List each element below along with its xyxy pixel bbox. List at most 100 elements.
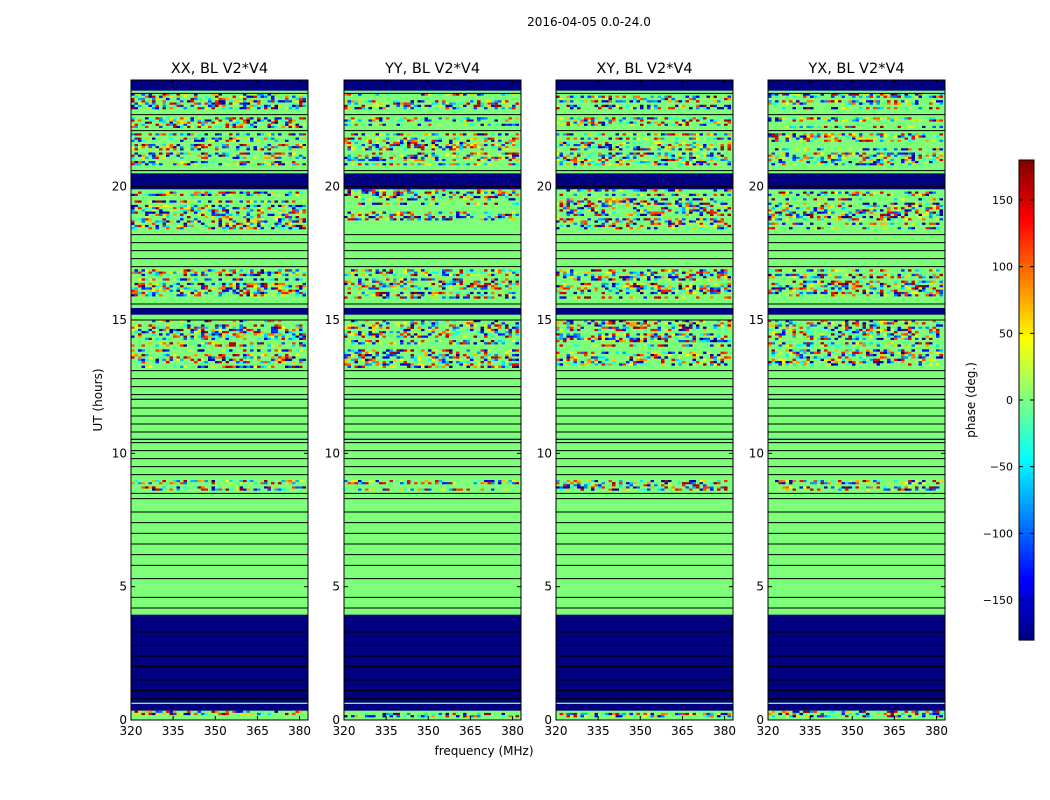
noise-cell [354, 156, 358, 159]
noise-cell [480, 148, 484, 151]
noise-cell [438, 361, 442, 364]
noise-cell [442, 285, 446, 288]
noise-cell [407, 488, 411, 491]
noise-cell [288, 121, 292, 124]
noise-cell [292, 104, 296, 108]
noise-cell [559, 296, 563, 299]
noise-cell [640, 363, 644, 366]
noise-cell [573, 285, 577, 288]
noise-cell [650, 715, 654, 718]
noise-cell [566, 326, 570, 329]
noise-cell [183, 289, 187, 292]
noise-cell [138, 320, 142, 323]
noise-cell [692, 291, 696, 295]
noise-cell [470, 322, 474, 325]
noise-cell [456, 273, 460, 277]
noise-cell [292, 224, 296, 228]
noise-cell [152, 144, 156, 147]
noise-cell [190, 291, 194, 295]
noise-cell [463, 156, 467, 159]
noise-cell [222, 335, 226, 338]
noise-cell [710, 486, 714, 489]
noise-cell [197, 213, 201, 216]
noise-cell [162, 349, 166, 352]
noise-cell [682, 193, 686, 196]
noise-cell [566, 351, 570, 354]
noise-cell [650, 358, 654, 361]
noise-cell [159, 148, 163, 151]
noise-cell [218, 222, 222, 225]
noise-cell [274, 324, 278, 327]
noise-cell [459, 141, 463, 144]
noise-cell [622, 351, 626, 354]
noise-cell [512, 154, 516, 157]
noise-cell [505, 152, 509, 155]
noise-cell [678, 363, 682, 366]
noise-cell [717, 189, 721, 192]
noise-cell [421, 349, 425, 352]
noise-cell [696, 296, 700, 299]
noise-cell [271, 161, 275, 164]
noise-cell [598, 361, 602, 364]
noise-cell [594, 189, 598, 192]
noise-cell [208, 191, 212, 194]
noise-cell [155, 161, 159, 164]
noise-cell [218, 137, 222, 140]
noise-cell [180, 200, 184, 203]
noise-cell [438, 296, 442, 299]
noise-cell [253, 333, 257, 336]
noise-cell [619, 278, 623, 281]
noise-cell [650, 328, 654, 332]
noise-cell [692, 712, 696, 716]
noise-cell [470, 93, 474, 96]
noise-cell [264, 156, 268, 159]
noise-cell [682, 202, 686, 205]
noise-cell [421, 363, 425, 366]
noise-cell [664, 204, 668, 208]
noise-cell [215, 337, 219, 340]
noise-cell [260, 193, 264, 196]
noise-cell [577, 333, 581, 336]
noise-cell [449, 218, 453, 221]
noise-cell [505, 488, 509, 491]
noise-cell [351, 133, 355, 136]
noise-cell [424, 354, 428, 357]
noise-cell [225, 211, 229, 214]
noise-cell [368, 488, 372, 491]
noise-cell [141, 291, 145, 295]
noise-cell [194, 93, 198, 96]
noise-cell [361, 189, 365, 192]
noise-cell [494, 102, 498, 105]
noise-cell [386, 218, 390, 221]
noise-cell [717, 328, 721, 332]
noise-cell [619, 328, 623, 332]
noise-cell [176, 282, 180, 286]
noise-cell [647, 271, 651, 274]
noise-cell [643, 209, 647, 212]
noise-cell [598, 328, 602, 332]
noise-cell [573, 209, 577, 212]
noise-cell [498, 191, 502, 194]
noise-cell [612, 488, 616, 491]
noise-cell [657, 328, 661, 332]
noise-cell [396, 100, 400, 103]
noise-cell [243, 213, 247, 216]
noise-cell [145, 361, 149, 364]
noise-cell [246, 365, 250, 368]
noise-cell [400, 356, 404, 359]
noise-cell [344, 193, 348, 196]
noise-cell [608, 289, 612, 292]
noise-cell [389, 146, 393, 149]
noise-cell [302, 144, 306, 147]
noise-cell [484, 349, 488, 352]
noise-cell [438, 340, 442, 343]
noise-cell [438, 712, 442, 716]
noise-cell [180, 342, 184, 345]
noise-cell [633, 361, 637, 364]
noise-cell [619, 715, 623, 718]
noise-cell [421, 158, 425, 162]
noise-cell [456, 331, 460, 334]
noise-cell [477, 196, 481, 199]
noise-cell [417, 294, 421, 297]
noise-cell [480, 365, 484, 368]
